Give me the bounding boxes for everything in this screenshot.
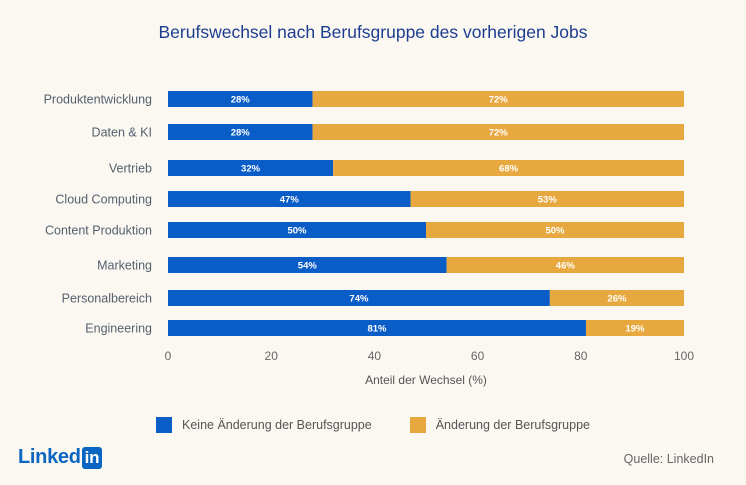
x-tick-label: 60 xyxy=(471,349,485,363)
bar-change xyxy=(410,191,684,207)
bar-no-change xyxy=(168,191,411,207)
bar-value-label: 72% xyxy=(489,128,509,139)
x-axis: 0 20 40 60 80 100 xyxy=(165,349,695,363)
x-tick-label: 40 xyxy=(368,349,382,363)
bar-value-label: 74% xyxy=(349,294,369,305)
bar-change xyxy=(446,257,684,273)
bar-no-change xyxy=(168,320,586,336)
legend: Keine Änderung der Berufsgruppe Änderung… xyxy=(0,417,746,433)
bar-value-label: 28% xyxy=(231,95,251,106)
legend-label-change: Änderung der Berufsgruppe xyxy=(435,418,590,432)
legend-label-no-change: Keine Änderung der Berufsgruppe xyxy=(182,418,372,432)
x-axis-title: Anteil der Wechsel (%) xyxy=(365,373,487,387)
category-label: Engineering xyxy=(85,322,152,336)
category-label: Produktentwicklung xyxy=(44,93,152,107)
category-label: Personalbereich xyxy=(62,292,152,306)
bar-no-change xyxy=(168,124,313,140)
bar-no-change xyxy=(168,91,313,107)
bar-change xyxy=(333,160,684,176)
legend-swatch-orange xyxy=(409,417,426,433)
bar-value-label: 26% xyxy=(607,294,627,305)
bar-value-label: 68% xyxy=(499,164,519,175)
logo-text: Linked xyxy=(18,446,81,468)
chart-title: Berufswechsel nach Berufsgruppe des vorh… xyxy=(158,22,588,42)
bar-no-change xyxy=(168,222,426,238)
x-tick-label: 80 xyxy=(574,349,588,363)
legend-item-no-change: Keine Änderung der Berufsgruppe xyxy=(156,417,372,433)
bar-value-label: 50% xyxy=(545,226,565,237)
source-note: Quelle: LinkedIn xyxy=(623,452,714,466)
category-label: Marketing xyxy=(97,259,152,273)
bar-value-label: 53% xyxy=(538,195,558,206)
linkedin-logo: Linked in xyxy=(18,446,103,469)
bar-value-label: 46% xyxy=(556,261,576,272)
legend-swatch-blue xyxy=(156,417,172,433)
category-label: Daten & KI xyxy=(92,126,152,140)
bar-value-label: 47% xyxy=(280,195,300,206)
category-labels: Produktentwicklung Daten & KI Vertrieb Clou… xyxy=(44,93,152,336)
bar-change xyxy=(585,320,684,336)
bar-value-label: 50% xyxy=(287,226,307,237)
bars: 28% 72% 28% 72% 32% 68% 47% 53% 50% 50% 54% 46% 74% 2… xyxy=(168,91,684,336)
bar-no-change xyxy=(168,290,550,306)
bar-change xyxy=(426,222,684,238)
category-label: Cloud Computing xyxy=(55,193,152,207)
legend-item-change: Änderung der Berufsgruppe xyxy=(409,417,590,433)
category-label: Content Produktion xyxy=(45,224,152,238)
logo-in-box: in xyxy=(81,446,103,469)
x-tick-label: 0 xyxy=(165,349,172,363)
x-tick-label: 20 xyxy=(265,349,279,363)
bar-value-label: 81% xyxy=(367,324,387,335)
bar-change xyxy=(549,290,684,306)
bar-no-change xyxy=(168,160,334,176)
bar-change xyxy=(312,91,684,107)
bar-value-label: 32% xyxy=(241,164,261,175)
bar-value-label: 54% xyxy=(298,261,318,272)
bar-change xyxy=(312,124,684,140)
category-label: Vertrieb xyxy=(109,162,152,176)
bar-chart: 0 20 40 60 80 100 28% 72% 28% 72% 32% 68% 47% 53% 50%… xyxy=(44,91,695,387)
bar-no-change xyxy=(168,257,447,273)
bar-value-label: 72% xyxy=(489,95,509,106)
x-tick-label: 100 xyxy=(674,349,694,363)
bar-value-label: 28% xyxy=(231,128,251,139)
bar-value-label: 19% xyxy=(625,324,645,335)
